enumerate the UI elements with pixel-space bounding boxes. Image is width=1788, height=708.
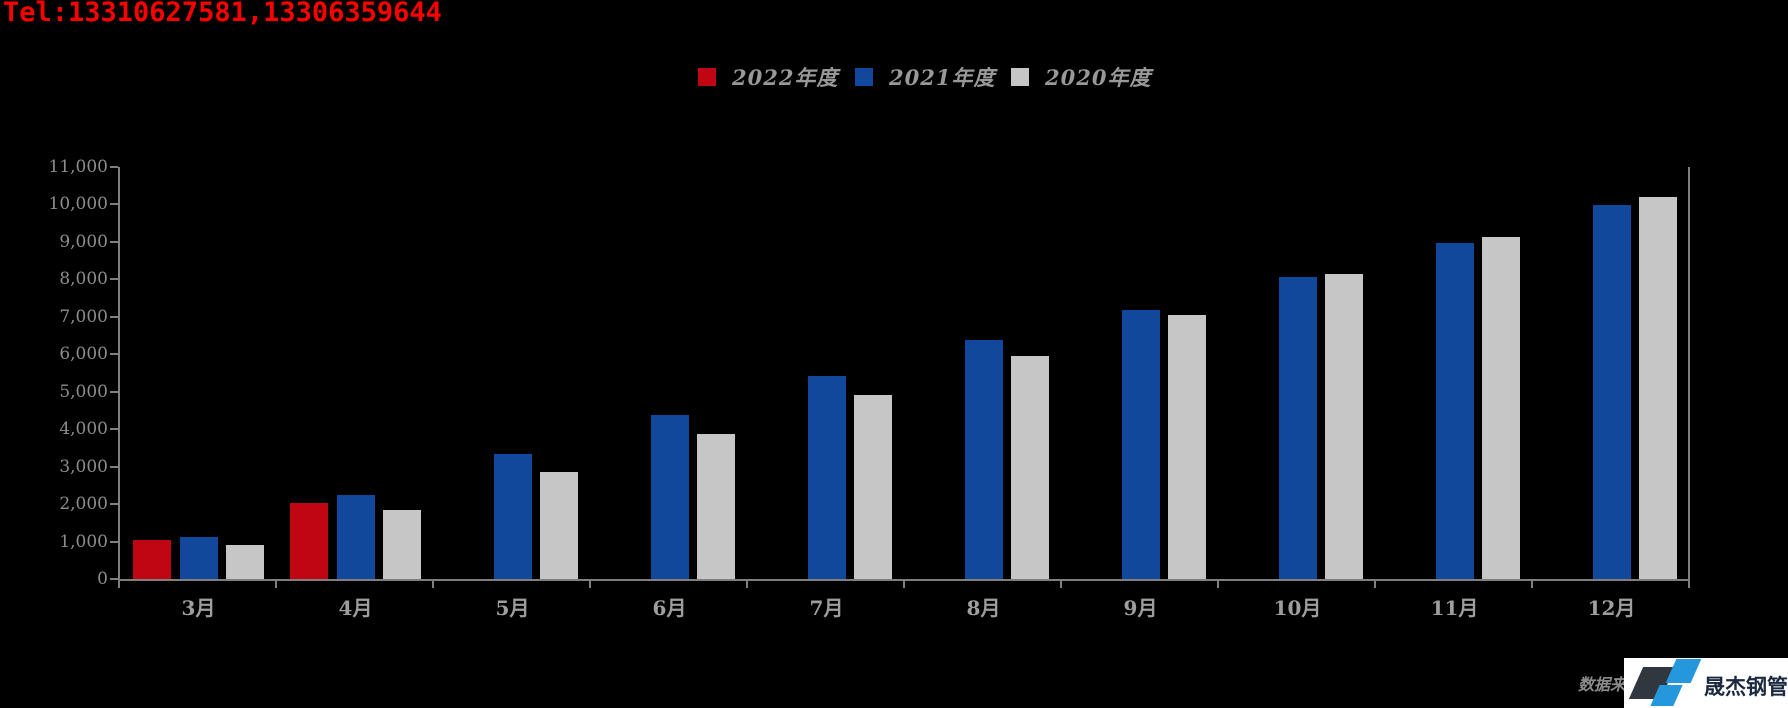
x-axis-label: 6月: [652, 596, 687, 620]
y-axis-tick: [110, 353, 118, 356]
bar: [1011, 356, 1049, 579]
bar: [964, 340, 1003, 579]
chart-legend: 2022年度 2021年度 2020年度: [0, 65, 1788, 92]
x-axis-label: 8月: [966, 596, 1001, 620]
x-axis-label: 5月: [495, 596, 530, 620]
bar: [336, 494, 375, 579]
x-axis-tick: [118, 579, 120, 588]
x-axis-tick: [903, 579, 905, 588]
y-axis-tick: [110, 540, 118, 543]
x-axis-tick: [1688, 579, 1690, 588]
bar: [1435, 242, 1474, 579]
bar: [1592, 204, 1631, 579]
x-axis-label: 11月: [1430, 596, 1479, 620]
x-axis-tick: [432, 579, 434, 588]
x-axis-tick: [1374, 579, 1376, 588]
y-axis-tick: [110, 390, 118, 393]
y-axis-tick-label: 4,000: [59, 419, 108, 440]
bar: [179, 536, 218, 579]
bar: [1168, 314, 1206, 579]
x-axis-tick: [275, 579, 277, 588]
bar: [1278, 276, 1317, 579]
legend-swatch-icon: [855, 68, 873, 86]
x-axis-label: 12月: [1587, 596, 1636, 620]
bar: [226, 545, 264, 579]
x-axis-tick: [746, 579, 748, 588]
bar: [540, 471, 578, 579]
legend-item: 2021年度: [855, 65, 995, 90]
tel-banner: Tel:13310627581,13306359644: [3, 0, 442, 28]
y-axis-tick-label: 0: [97, 569, 108, 589]
x-axis-label: 10月: [1273, 596, 1322, 620]
y-axis-tick: [110, 428, 118, 431]
x-axis-tick: [1060, 579, 1062, 588]
legend-swatch-icon: [698, 68, 716, 86]
x-axis-label: 9月: [1123, 596, 1158, 620]
bar: [854, 395, 892, 579]
x-axis-tick: [1531, 579, 1533, 588]
legend-swatch-icon: [1011, 68, 1029, 86]
y-axis-tick-label: 10,000: [48, 194, 108, 215]
x-axis-label: 4月: [338, 596, 373, 620]
y-axis-tick-label: 11,000: [48, 157, 108, 177]
y-axis-tick-label: 7,000: [59, 306, 108, 327]
right-border-line: [1688, 167, 1690, 581]
y-axis-tick-label: 6,000: [59, 344, 108, 365]
legend-label: 2022年度: [732, 65, 839, 90]
company-name: 晟杰钢管: [1704, 675, 1788, 699]
x-axis-label: 7月: [809, 596, 844, 620]
y-axis-tick-label: 8,000: [59, 269, 108, 290]
y-axis-tick-label: 3,000: [59, 456, 108, 477]
legend-label: 2020年度: [1045, 65, 1152, 90]
legend-item: 2020年度: [1011, 65, 1151, 90]
y-axis-tick: [110, 578, 118, 580]
y-axis-tick: [110, 278, 118, 281]
legend-label: 2021年度: [889, 65, 996, 90]
bar: [1482, 236, 1520, 579]
company-logo: 晟杰钢管: [1624, 658, 1788, 708]
bar: [697, 433, 735, 579]
y-axis-tick: [110, 203, 118, 206]
y-axis-tick-label: 2,000: [59, 494, 108, 515]
y-axis-tick: [110, 315, 118, 318]
bar: [1325, 274, 1363, 579]
bar: [290, 503, 328, 579]
logo-blue-parallelogram-top-icon: [1665, 659, 1702, 683]
y-axis-tick: [110, 503, 118, 506]
bar: [807, 375, 846, 579]
bar: [383, 510, 421, 579]
bar: [1121, 310, 1160, 579]
y-axis-tick-label: 5,000: [59, 381, 108, 402]
bar: [1639, 196, 1677, 579]
x-axis-label: 3月: [181, 596, 216, 620]
y-axis-tick: [110, 166, 118, 168]
y-axis-tick: [110, 240, 118, 243]
bar: [493, 453, 532, 579]
legend-item: 2022年度: [698, 65, 838, 90]
y-axis-tick: [110, 465, 118, 468]
y-axis-tick-label: 1,000: [59, 531, 108, 552]
x-axis-tick: [1217, 579, 1219, 588]
y-axis-tick-label: 9,000: [59, 231, 108, 252]
bar: [650, 414, 689, 579]
y-axis-line: [118, 167, 120, 581]
bar: [133, 539, 171, 579]
x-axis-tick: [589, 579, 591, 588]
